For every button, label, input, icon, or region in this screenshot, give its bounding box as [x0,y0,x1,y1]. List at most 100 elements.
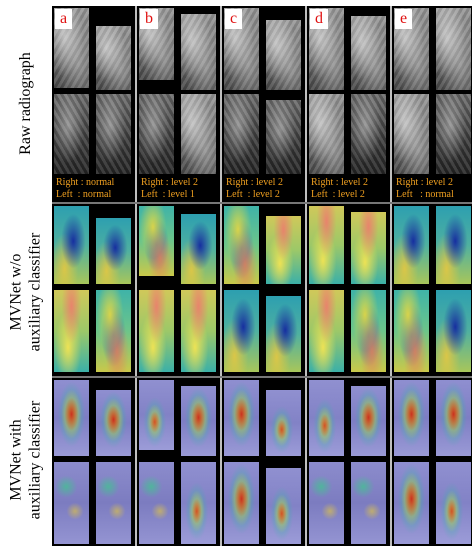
heatmap-image [266,296,301,372]
heatmap-image [266,390,301,456]
column-divider [135,6,137,202]
left-grade-label: Left : level 2 [311,189,365,200]
radiograph-image [394,94,429,174]
column-divider [390,378,392,546]
panel-letter: c [225,9,243,29]
heatmap-image [224,290,259,372]
radiograph-image [139,94,174,174]
column-a-heatmap-without-aux [52,204,134,376]
radiograph-image [96,26,131,90]
heatmap-image [54,206,89,284]
radiograph-image [96,94,131,174]
column-b-heatmap-without-aux [137,204,219,376]
heatmap-image [266,216,301,284]
heatmap-image [224,380,259,456]
row-label-without-aux-line2: auxiliary classifier [26,232,43,352]
right-grade-label: Right : level 2 [396,177,453,188]
column-divider [220,378,222,546]
heatmap-image [266,468,301,544]
left-grade-label: Left : level 1 [141,189,195,200]
row-label-without-aux: MVNet w/o auxiliary classifier [0,202,50,382]
radiograph-image [181,94,216,174]
heatmap-image [181,462,216,544]
column-divider [305,378,307,546]
heatmap-image [436,206,471,284]
column-b-heatmap-with-aux [137,378,219,546]
heatmap-image [96,462,131,544]
right-grade-label: Right : level 2 [141,177,198,188]
heatmap-image [181,214,216,284]
radiograph-image [181,14,216,90]
heatmap-image [351,462,386,544]
column-e-heatmap-without-aux [392,204,474,376]
column-d-heatmap-without-aux [307,204,389,376]
column-c-heatmap-with-aux [222,378,304,546]
heatmap-image [139,206,174,276]
column-divider [220,6,222,202]
radiograph-image [436,8,471,90]
radiograph-image [351,94,386,174]
row-label-with-aux-line1: MVNet with [7,419,24,501]
row-label-raw: Raw radiograph [0,8,50,198]
heatmap-image [436,462,471,544]
column-divider [390,204,392,376]
heatmap-image [436,290,471,372]
heatmap-image [351,212,386,284]
radiograph-image [436,94,471,174]
heatmap-image [54,462,89,544]
heatmap-image [181,386,216,456]
heatmap-image [436,380,471,456]
panel-letter: d [310,9,328,29]
heatmap-image [181,290,216,372]
column-c-heatmap-without-aux [222,204,304,376]
column-divider [220,204,222,376]
heatmap-image [394,206,429,284]
radiograph-image [351,16,386,90]
heatmap-image [224,206,259,284]
heatmap-image [96,390,131,456]
heatmap-image [394,380,429,456]
row-label-with-aux: MVNet with auxiliary classifier [0,375,50,545]
heatmap-image [309,206,344,284]
left-grade-label: Left : normal [396,189,454,200]
column-a-raw: a Right : normal Left : normal [52,6,134,202]
radiograph-image [224,94,259,174]
column-b-raw: b Right : level 2 Left : level 1 [137,6,219,202]
radiograph-image [266,100,301,174]
right-grade-label: Right : level 2 [311,177,368,188]
panel-letter: a [55,9,73,29]
right-grade-label: Right : level 2 [226,177,283,188]
heatmap-without-aux-block [52,204,472,376]
heatmap-image [309,462,344,544]
heatmap-image [96,218,131,284]
block-separator [52,376,472,378]
radiograph-image [266,20,301,90]
heatmap-image [139,290,174,372]
panel-letter: b [140,9,158,29]
left-grade-label: Left : level 2 [226,189,280,200]
radiograph-image [309,94,344,174]
column-divider [305,6,307,202]
column-c-raw: c Right : level 2 Left : level 2 [222,6,304,202]
right-grade-label: Right : normal [56,177,115,188]
column-a-heatmap-with-aux [52,378,134,546]
heatmap-image [54,290,89,372]
heatmap-image [139,380,174,450]
column-d-raw: d Right : level 2 Left : level 2 [307,6,389,202]
radiograph-image [54,94,89,174]
row-label-raw-text: Raw radiograph [16,51,34,155]
heatmap-image [309,290,344,372]
panel-letter: e [395,9,413,29]
heatmap-image [309,380,344,456]
column-divider [305,204,307,376]
heatmap-image [54,380,89,456]
left-grade-label: Left : normal [56,189,112,200]
raw-radiograph-block: a Right : normal Left : normal b Right :… [52,6,472,202]
heatmap-image [96,290,131,372]
column-e-heatmap-with-aux [392,378,474,546]
row-label-with-aux-line2: auxiliary classifier [26,400,43,520]
heatmap-image [394,462,429,544]
column-d-heatmap-with-aux [307,378,389,546]
row-label-without-aux-line1: MVNet w/o [7,253,24,331]
heatmap-with-aux-block [52,378,472,546]
